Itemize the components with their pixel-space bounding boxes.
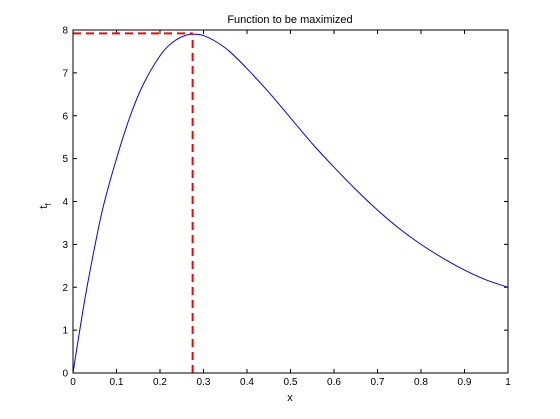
x-tick-label: 0.3 <box>197 377 211 388</box>
y-tick-label: 1 <box>62 326 68 337</box>
y-tick-label: 0 <box>62 369 68 380</box>
x-tick-label: 0 <box>70 377 76 388</box>
x-tick-label: 0.2 <box>153 377 167 388</box>
y-tick-label: 8 <box>62 26 68 37</box>
y-tick-label: 7 <box>62 68 68 79</box>
plot-frame <box>72 29 509 374</box>
x-tick-label: 0.8 <box>414 377 428 388</box>
plot-area <box>73 30 508 373</box>
y-tick-label: 6 <box>62 111 68 122</box>
axis-layer: 0 0.1 0.2 0.3 0.4 0.5 0.6 0.7 0.8 0.9 1 0 1 2 3 4 5 6 7 8 <box>62 26 511 389</box>
x-tick-label: 0.5 <box>284 377 298 388</box>
x-tick-label: 0.4 <box>240 377 254 388</box>
marker-layer <box>73 32 194 373</box>
chart-title: Function to be maximized <box>227 14 352 26</box>
y-tick-label: 3 <box>62 240 68 251</box>
x-tick-label: 0.1 <box>110 377 124 388</box>
x-tick-label: 0.6 <box>327 377 341 388</box>
y-tick-label: 5 <box>62 154 68 165</box>
x-axis-label: x <box>287 392 293 404</box>
y-axis-label-subscript: f <box>44 203 53 206</box>
x-tick-label: 0.7 <box>371 377 385 388</box>
y-tick-label: 4 <box>62 197 68 208</box>
series-layer <box>72 33 509 374</box>
y-axis-label-main: t <box>38 206 50 209</box>
series-line-0 <box>72 33 509 374</box>
x-tick-label: 1 <box>505 377 511 388</box>
x-tick-label: 0.9 <box>458 377 472 388</box>
y-axis-label: tf <box>38 203 53 209</box>
y-tick-label: 2 <box>62 283 68 294</box>
